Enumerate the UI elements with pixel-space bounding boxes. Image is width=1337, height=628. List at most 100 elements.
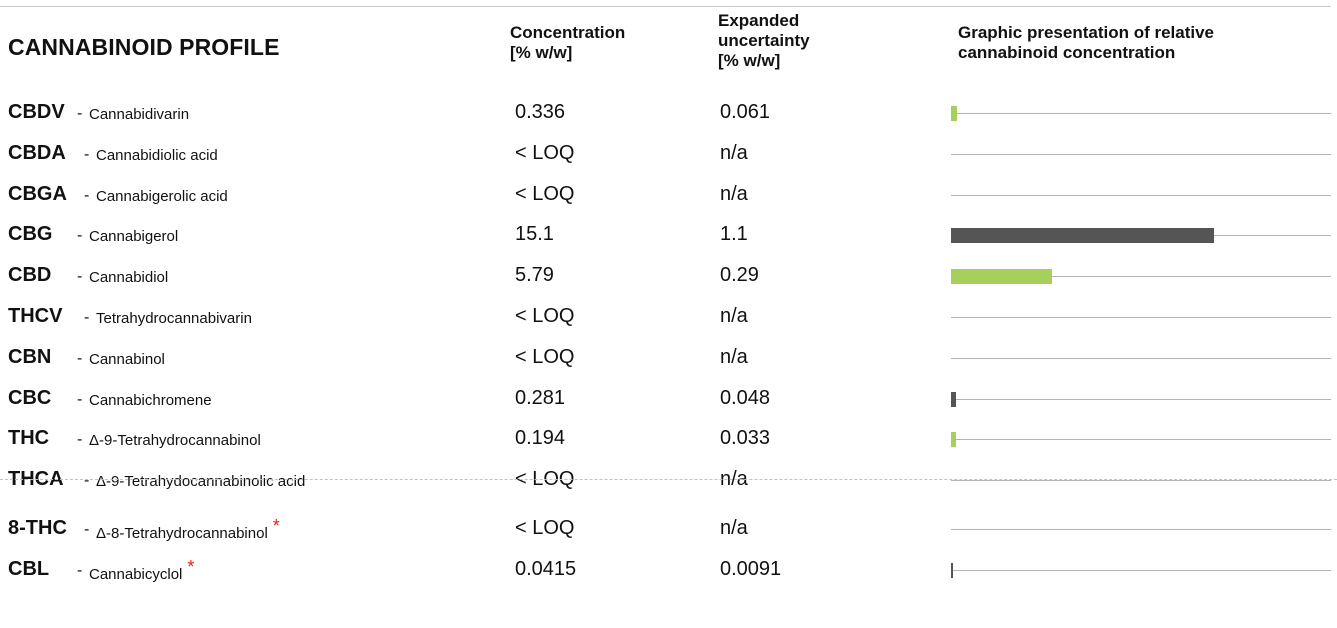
concentration-bar	[951, 228, 1214, 244]
uncertainty-value: 0.0091	[720, 557, 782, 580]
uncertainty-value: n/a	[720, 345, 748, 368]
uncertainty-value: n/a	[720, 182, 748, 205]
uncertainty-value: n/a	[720, 141, 748, 164]
cannabinoid-name-text: Δ-9-Tetrahydocannabinolic acid	[96, 473, 306, 491]
cannabinoid-name: Cannabidiol	[89, 269, 168, 286]
cannabinoid-name: Δ-8-Tetrahydrocannabinol *	[96, 516, 280, 543]
concentration-value: 0.336	[515, 101, 566, 123]
cannabinoid-name: Cannabidiolic acid	[96, 147, 218, 164]
cannabinoid-name: Cannabinol	[89, 351, 165, 368]
uncertainty-header-line3: [% w/w]	[718, 51, 781, 70]
concentration-bar	[951, 391, 956, 407]
graph-header: Graphic presentation of relative cannabi…	[958, 23, 1328, 63]
graph-baseline	[951, 357, 1331, 359]
cannabinoid-name: Δ-9-Tetrahydocannabinolic acid	[96, 473, 305, 490]
graph-baseline	[951, 480, 1331, 482]
uncertainty-value: 0.048	[720, 386, 771, 409]
cannabinoid-abbreviation: THC	[8, 427, 50, 450]
cannabinoid-name-text: Tetrahydrocannabivarin	[96, 310, 252, 327]
cannabinoid-name-text: Δ-9-Tetrahydrocannabinol	[89, 432, 261, 450]
concentration-value: 0.281	[515, 386, 566, 409]
graph-baseline	[951, 439, 1331, 441]
uncertainty-header-line2: uncertainty	[718, 31, 810, 50]
cannabinoid-abbreviation: CBL	[8, 557, 50, 580]
name-dash: -	[77, 561, 83, 579]
dashed-separator	[0, 479, 1337, 480]
asterisk-icon: *	[272, 516, 280, 536]
name-dash: -	[77, 390, 83, 408]
graph-baseline	[951, 529, 1331, 530]
cannabinoid-abbreviation: THCV	[8, 305, 63, 327]
concentration-value: 15.1	[515, 223, 554, 246]
cannabinoid-name: Cannabichromene	[89, 392, 212, 409]
uncertainty-value: 0.29	[720, 264, 759, 287]
name-dash: -	[84, 145, 90, 163]
cannabinoid-abbreviation: CBG	[8, 223, 53, 246]
concentration-value: < LOQ	[515, 182, 575, 205]
cannabinoid-name: Cannabidivarin	[89, 106, 189, 123]
table-row: THCA - Δ-9-Tetrahydocannabinolic acid < LOQ…	[0, 459, 1337, 499]
table-row: CBG - Cannabigerol 15.1 1.1	[0, 214, 1337, 254]
concentration-header-line1: Concentration	[510, 23, 626, 42]
concentration-bar	[951, 269, 1052, 285]
name-dash: -	[84, 309, 90, 326]
concentration-header: Concentration [% w/w]	[510, 23, 625, 63]
name-dash: -	[84, 472, 90, 490]
cannabinoid-name: Δ-9-Tetrahydrocannabinol	[89, 432, 261, 449]
name-dash: -	[77, 349, 83, 367]
graph-baseline	[951, 569, 1331, 571]
graph-baseline	[951, 113, 1331, 114]
table-row: CBL - Cannabicyclol * 0.0415 0.0091	[0, 549, 1337, 589]
uncertainty-header: Expanded uncertainty [% w/w]	[718, 11, 810, 71]
concentration-value: < LOQ	[515, 345, 575, 368]
concentration-bar	[951, 432, 956, 448]
cannabinoid-abbreviation: CBDV	[8, 101, 65, 123]
concentration-value: 0.0415	[515, 557, 577, 580]
cannabinoid-abbreviation: CBC	[8, 386, 52, 409]
cannabinoid-name: Cannabigerol	[89, 228, 178, 245]
name-dash: -	[77, 431, 83, 449]
graph-baseline	[951, 276, 1331, 278]
concentration-value: < LOQ	[515, 141, 575, 164]
concentration-value: < LOQ	[515, 305, 575, 327]
table-row: CBC - Cannabichromene 0.281 0.048	[0, 378, 1337, 418]
uncertainty-header-line1: Expanded	[718, 11, 800, 30]
cannabinoid-abbreviation: CBDA	[8, 141, 66, 164]
asterisk-icon: *	[187, 556, 195, 577]
concentration-header-line2: [% w/w]	[510, 43, 573, 62]
concentration-bar	[951, 562, 953, 578]
top-rule	[0, 6, 1331, 7]
graph-baseline	[951, 398, 1331, 400]
table-row: CBGA - Cannabigerolic acid < LOQ n/a	[0, 174, 1337, 214]
concentration-value: < LOQ	[515, 517, 575, 539]
uncertainty-value: 0.061	[720, 101, 771, 123]
cannabinoid-name-text: Cannabinol	[89, 350, 165, 368]
cannabinoid-name-text: Cannabigerolic acid	[96, 187, 228, 205]
cannabinoid-name-text: Cannabidiolic acid	[96, 146, 218, 164]
graph-header-line2: cannabinoid concentration	[958, 43, 1176, 62]
concentration-bar	[951, 106, 957, 121]
graph-header-line1: Graphic presentation of relative	[958, 23, 1215, 42]
section-title: CANNABINOID PROFILE	[8, 34, 280, 60]
cannabinoid-name-text: Cannabidiol	[89, 269, 169, 287]
cannabinoid-name: Cannabigerolic acid	[96, 188, 228, 205]
cannabinoid-abbreviation: CBN	[8, 345, 52, 368]
graph-baseline	[951, 194, 1331, 196]
uncertainty-value: 1.1	[720, 223, 748, 246]
cannabinoid-name: Cannabicyclol *	[89, 557, 194, 584]
cannabinoid-abbreviation: CBGA	[8, 182, 67, 205]
table-row: THC - Δ-9-Tetrahydrocannabinol 0.194 0.033	[0, 418, 1337, 458]
table-row: CBD - Cannabidiol 5.79 0.29	[0, 255, 1337, 295]
table-row: CBDA - Cannabidiolic acid < LOQ n/a	[0, 133, 1337, 173]
concentration-value: 0.194	[515, 427, 566, 450]
concentration-value: 5.79	[515, 264, 554, 287]
name-dash: -	[77, 227, 83, 245]
cannabinoid-name-text: Cannabigerol	[89, 228, 179, 246]
cannabinoid-name-text: Δ-8-Tetrahydrocannabinol	[96, 525, 268, 542]
uncertainty-value: n/a	[720, 305, 748, 327]
name-dash: -	[77, 268, 83, 286]
uncertainty-value: n/a	[720, 517, 748, 539]
cannabinoid-name-text: Cannabicyclol	[89, 565, 183, 583]
name-dash: -	[84, 186, 90, 204]
